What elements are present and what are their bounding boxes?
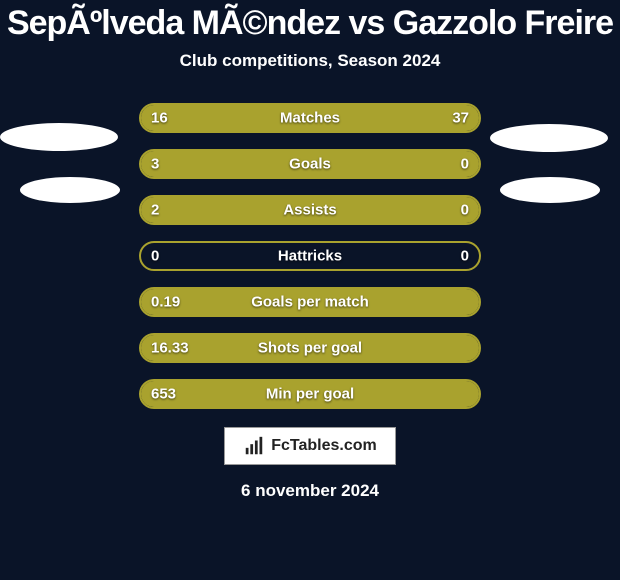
stat-value-left: 3 xyxy=(151,156,159,173)
chart-icon xyxy=(243,435,265,457)
stat-row: 0.19 Goals per match xyxy=(139,287,481,317)
stat-value-left: 0.19 xyxy=(151,294,180,311)
stat-label: Shots per goal xyxy=(258,340,362,357)
stat-value-right: 0 xyxy=(461,248,469,265)
subtitle: Club competitions, Season 2024 xyxy=(0,51,620,71)
stat-label: Hattricks xyxy=(278,248,342,265)
avatar-oval xyxy=(0,123,118,151)
avatar-oval xyxy=(500,177,600,203)
stat-row: 0 0 Hattricks xyxy=(139,241,481,271)
stat-value-left: 2 xyxy=(151,202,159,219)
avatar-oval xyxy=(490,124,608,152)
stat-label: Assists xyxy=(283,202,336,219)
stat-fill-right xyxy=(242,105,479,131)
stat-row: 16 37 Matches xyxy=(139,103,481,133)
stat-fill-left xyxy=(141,151,401,177)
date-label: 6 november 2024 xyxy=(0,481,620,501)
stat-fill-left xyxy=(141,197,401,223)
stat-label: Min per goal xyxy=(266,386,354,403)
branding-text: FcTables.com xyxy=(271,437,377,455)
stat-label: Goals xyxy=(289,156,331,173)
stat-value-right: 0 xyxy=(461,202,469,219)
stat-value-left: 0 xyxy=(151,248,159,265)
stat-value-left: 653 xyxy=(151,386,176,403)
avatar-oval xyxy=(20,177,120,203)
stat-row: 3 0 Goals xyxy=(139,149,481,179)
stat-value-right: 37 xyxy=(452,110,469,127)
stat-value-left: 16 xyxy=(151,110,168,127)
stat-row: 653 Min per goal xyxy=(139,379,481,409)
stat-value-left: 16.33 xyxy=(151,340,189,357)
page-title: SepÃºlveda MÃ©ndez vs Gazzolo Freire xyxy=(0,0,620,43)
stat-row: 16.33 Shots per goal xyxy=(139,333,481,363)
stat-label: Matches xyxy=(280,110,340,127)
stat-row: 2 0 Assists xyxy=(139,195,481,225)
stat-label: Goals per match xyxy=(251,294,369,311)
branding-badge: FcTables.com xyxy=(224,427,396,465)
stat-value-right: 0 xyxy=(461,156,469,173)
stats-panel: 16 37 Matches 3 0 Goals 2 0 Assists 0 0 Hattricks 0.… xyxy=(139,103,481,409)
